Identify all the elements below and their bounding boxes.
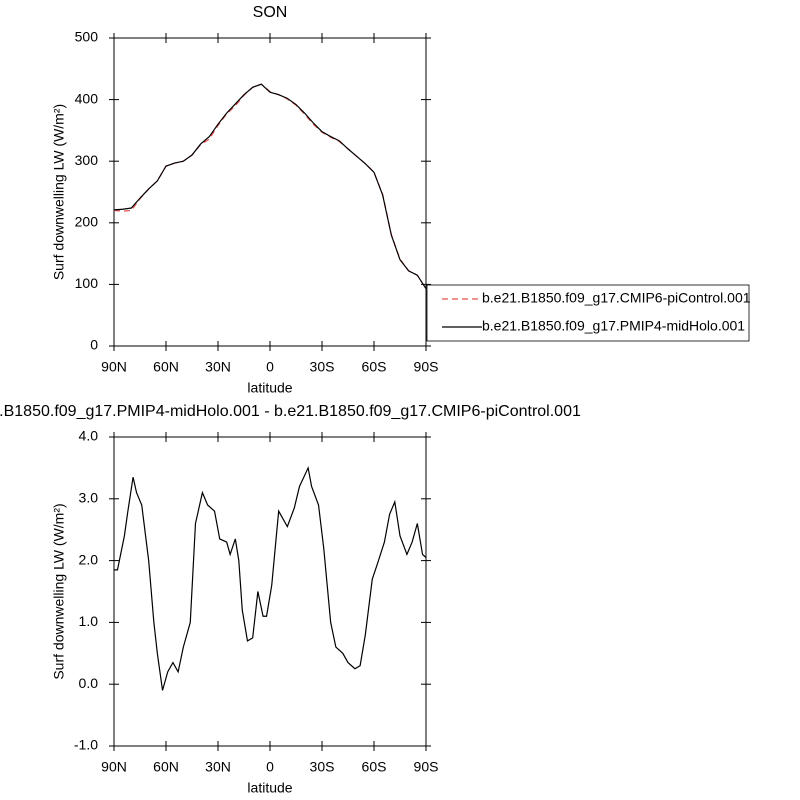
y-tick-label: 4.0 <box>79 428 99 444</box>
x-tick-label: 0 <box>266 359 274 375</box>
y-tick-label: 400 <box>75 90 99 106</box>
y-tick-label: 200 <box>75 214 99 230</box>
y-tick-label: 2.0 <box>79 551 99 567</box>
x-tick-label: 60S <box>362 359 387 375</box>
y-tick-label: -1.0 <box>74 737 98 753</box>
y-axis-label: Surf downwelling LW (W/m²) <box>51 104 67 280</box>
chart-title: b.e21.B1850.f09_g17.PMIP4-midHolo.001 - … <box>0 403 581 420</box>
y-tick-label: 300 <box>75 152 99 168</box>
x-tick-label: 90N <box>101 759 127 775</box>
x-tick-label: 30S <box>310 759 335 775</box>
x-tick-label: 30N <box>205 359 231 375</box>
legend-label: b.e21.B1850.f09_g17.CMIP6-piControl.001 <box>482 290 751 306</box>
plot-frame <box>113 436 427 747</box>
y-tick-label: 100 <box>75 275 99 291</box>
y-tick-label: 1.0 <box>79 613 99 629</box>
plot-frame <box>113 37 427 347</box>
x-axis-label: latitude <box>247 780 292 796</box>
x-tick-label: 30N <box>205 759 231 775</box>
y-tick-label: 3.0 <box>79 490 99 506</box>
x-tick-label: 90N <box>101 359 127 375</box>
x-tick-label: 30S <box>310 359 335 375</box>
y-tick-label: 0 <box>90 337 98 353</box>
series-line <box>113 83 427 290</box>
x-tick-label: 60N <box>153 359 179 375</box>
x-axis-label: latitude <box>247 380 292 396</box>
x-tick-label: 90S <box>414 359 439 375</box>
chart-title: SON <box>253 4 288 21</box>
x-tick-label: 90S <box>414 759 439 775</box>
y-tick-label: 500 <box>75 29 99 45</box>
x-tick-label: 60N <box>153 759 179 775</box>
y-tick-label: 0.0 <box>79 675 99 691</box>
x-tick-label: 60S <box>362 759 387 775</box>
y-axis-label: Surf downwelling LW (W/m²) <box>51 503 67 679</box>
series-line <box>114 465 427 691</box>
legend-label: b.e21.B1850.f09_g17.PMIP4-midHolo.001 <box>482 318 745 334</box>
x-tick-label: 0 <box>266 759 274 775</box>
legend-box <box>426 284 750 342</box>
